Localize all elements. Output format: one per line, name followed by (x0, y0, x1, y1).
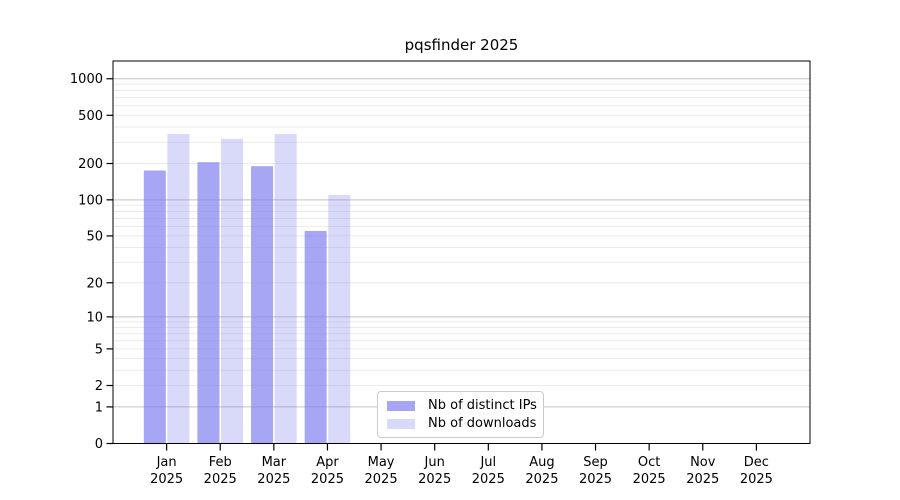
x-tick-label-month-jan: Jan (156, 455, 177, 470)
y-tick-label-0: 0 (95, 437, 103, 452)
bar-downloads-feb (221, 138, 244, 444)
legend-item-downloads: Nb of downloads (387, 416, 537, 431)
legend-label-downloads: Nb of downloads (428, 416, 537, 431)
y-tick-label-1000: 1000 (70, 72, 103, 87)
x-tick-label-month-dec: Dec (744, 455, 769, 470)
x-tick-label-month-sep: Sep (583, 455, 608, 470)
x-tick-label-month-oct: Oct (638, 455, 660, 470)
bar-downloads-apr (328, 194, 351, 444)
y-tick-label-100: 100 (78, 193, 103, 208)
legend: Nb of distinct IPs Nb of downloads (377, 391, 544, 438)
y-tick-label-5: 5 (95, 342, 103, 357)
y-tick-label-50: 50 (86, 229, 103, 244)
x-tick-label-year-jul: 2025 (472, 472, 505, 487)
x-tick-label-year-jan: 2025 (150, 472, 183, 487)
bar-distinct-ips-feb (197, 162, 220, 444)
x-tick-label-year-nov: 2025 (686, 472, 719, 487)
y-tick-label-1: 1 (95, 400, 103, 415)
bar-downloads-mar (274, 134, 297, 444)
x-tick-label-year-jun: 2025 (418, 472, 451, 487)
x-tick-label-year-dec: 2025 (740, 472, 773, 487)
x-tick-label-year-mar: 2025 (257, 472, 290, 487)
y-tick-label-10: 10 (86, 310, 103, 325)
x-tick-label-year-sep: 2025 (579, 472, 612, 487)
x-tick-label-year-may: 2025 (365, 472, 398, 487)
x-tick-label-month-mar: Mar (262, 455, 287, 470)
bar-distinct-ips-apr (304, 230, 327, 444)
bar-distinct-ips-mar (251, 166, 274, 444)
x-tick-label-month-feb: Feb (209, 455, 232, 470)
legend-swatch-downloads (387, 418, 415, 429)
plot-background (113, 61, 810, 444)
x-tick-label-year-oct: 2025 (633, 472, 666, 487)
x-tick-label-month-jun: Jun (424, 455, 445, 470)
legend-swatch-distinct-ips (387, 400, 415, 411)
x-tick-label-year-aug: 2025 (525, 472, 558, 487)
x-tick-label-year-feb: 2025 (204, 472, 237, 487)
y-tick-label-500: 500 (78, 109, 103, 124)
x-tick-label-month-may: May (368, 455, 395, 470)
bar-downloads-jan (167, 134, 190, 444)
x-tick-label-month-aug: Aug (529, 455, 554, 470)
legend-item-distinct-ips: Nb of distinct IPs (387, 398, 537, 413)
bar-distinct-ips-jan (143, 170, 166, 444)
y-tick-label-200: 200 (78, 157, 103, 172)
legend-label-distinct-ips: Nb of distinct IPs (428, 398, 537, 413)
y-tick-label-2: 2 (95, 379, 103, 394)
x-tick-label-month-apr: Apr (316, 455, 339, 470)
y-tick-label-20: 20 (86, 276, 103, 291)
x-tick-label-year-apr: 2025 (311, 472, 344, 487)
plot-border (112, 60, 811, 444)
x-tick-label-month-jul: Jul (479, 455, 496, 470)
x-tick-label-month-nov: Nov (690, 455, 716, 470)
chart-title: pqsfinder 2025 (404, 36, 519, 54)
